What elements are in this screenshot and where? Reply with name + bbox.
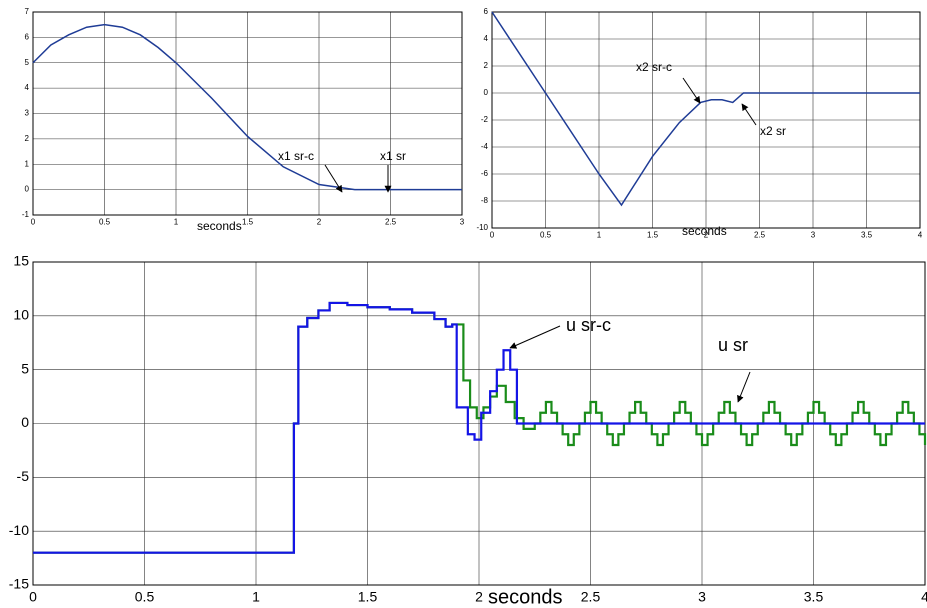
plot-frame bbox=[491, 11, 921, 229]
annotation: u sr bbox=[718, 335, 748, 355]
data-line bbox=[33, 301, 925, 554]
x-tick-label: 4 bbox=[918, 230, 923, 239]
x-tick-label: 1 bbox=[174, 217, 179, 226]
y-tick-label: 7 bbox=[25, 7, 30, 16]
x-tick-label: 0 bbox=[490, 230, 495, 239]
annotation: x1 sr-c bbox=[278, 149, 314, 163]
x-tick-label: 1.5 bbox=[647, 230, 659, 239]
y-tick-label: 2 bbox=[25, 134, 30, 143]
y-tick-label: -4 bbox=[481, 142, 489, 151]
x-tick-label: 2 bbox=[475, 588, 483, 604]
x-tick-label: 1 bbox=[597, 230, 602, 239]
annotation: x1 sr bbox=[380, 149, 406, 163]
x-tick-label: 0.5 bbox=[540, 230, 552, 239]
x-tick-label: 2.5 bbox=[754, 230, 766, 239]
x-tick-label: 2.5 bbox=[581, 588, 601, 604]
x-tick-label: 3.5 bbox=[861, 230, 873, 239]
y-tick-label: -1 bbox=[22, 210, 30, 219]
y-tick-label: 6 bbox=[484, 7, 489, 16]
annotation: u sr-c bbox=[566, 315, 611, 335]
x-axis-label: seconds bbox=[488, 586, 563, 608]
annotation: x2 sr bbox=[760, 124, 786, 138]
x-tick-label: 3 bbox=[698, 588, 706, 604]
y-tick-label: 0 bbox=[25, 185, 30, 194]
y-tick-label: -6 bbox=[481, 169, 489, 178]
y-tick-label: 3 bbox=[25, 109, 30, 118]
x-tick-label: 2 bbox=[317, 217, 322, 226]
y-tick-label: 15 bbox=[13, 253, 29, 269]
y-tick-label: 10 bbox=[13, 307, 29, 323]
y-tick-label: 2 bbox=[484, 61, 489, 70]
y-tick-label: -10 bbox=[476, 223, 488, 232]
x-tick-label: 2.5 bbox=[385, 217, 397, 226]
x-tick-label: 4 bbox=[921, 588, 927, 604]
x-tick-label: 3.5 bbox=[804, 588, 824, 604]
x-axis-label: seconds bbox=[682, 224, 727, 238]
x-tick-label: 0.5 bbox=[135, 588, 155, 604]
annotation-arrow bbox=[741, 103, 757, 126]
x-tick-label: 1 bbox=[252, 588, 260, 604]
y-tick-label: -15 bbox=[9, 576, 29, 592]
y-tick-label: -8 bbox=[481, 196, 489, 205]
y-tick-label: 1 bbox=[25, 159, 30, 168]
x-tick-label: 0 bbox=[29, 588, 37, 604]
plot-frame bbox=[32, 11, 463, 216]
x-tick-label: 3 bbox=[460, 217, 465, 226]
y-tick-label: 0 bbox=[484, 88, 489, 97]
annotation-arrow bbox=[324, 164, 343, 193]
data-line bbox=[32, 23, 462, 191]
annotation-arrow bbox=[737, 371, 751, 403]
y-tick-label: 4 bbox=[484, 34, 489, 43]
x-tick-label: 0.5 bbox=[99, 217, 111, 226]
y-tick-label: 0 bbox=[21, 414, 29, 430]
x-tick-label: 1.5 bbox=[242, 217, 254, 226]
annotation-arrow bbox=[509, 325, 561, 349]
data-line bbox=[491, 11, 920, 207]
x-tick-label: 1.5 bbox=[358, 588, 378, 604]
x-tick-label: 2 bbox=[704, 230, 709, 239]
x-tick-label: 0 bbox=[31, 217, 36, 226]
y-tick-label: -10 bbox=[9, 522, 29, 538]
y-tick-label: -2 bbox=[481, 115, 489, 124]
y-tick-label: 6 bbox=[25, 32, 30, 41]
x-tick-label: 3 bbox=[811, 230, 816, 239]
annotation-arrow bbox=[682, 77, 701, 104]
y-tick-label: 5 bbox=[21, 360, 29, 376]
x-axis-label: seconds bbox=[197, 219, 242, 233]
y-tick-label: 4 bbox=[25, 83, 30, 92]
annotation: x2 sr-c bbox=[636, 60, 672, 74]
y-tick-label: -5 bbox=[17, 468, 30, 484]
y-tick-label: 5 bbox=[25, 58, 30, 67]
